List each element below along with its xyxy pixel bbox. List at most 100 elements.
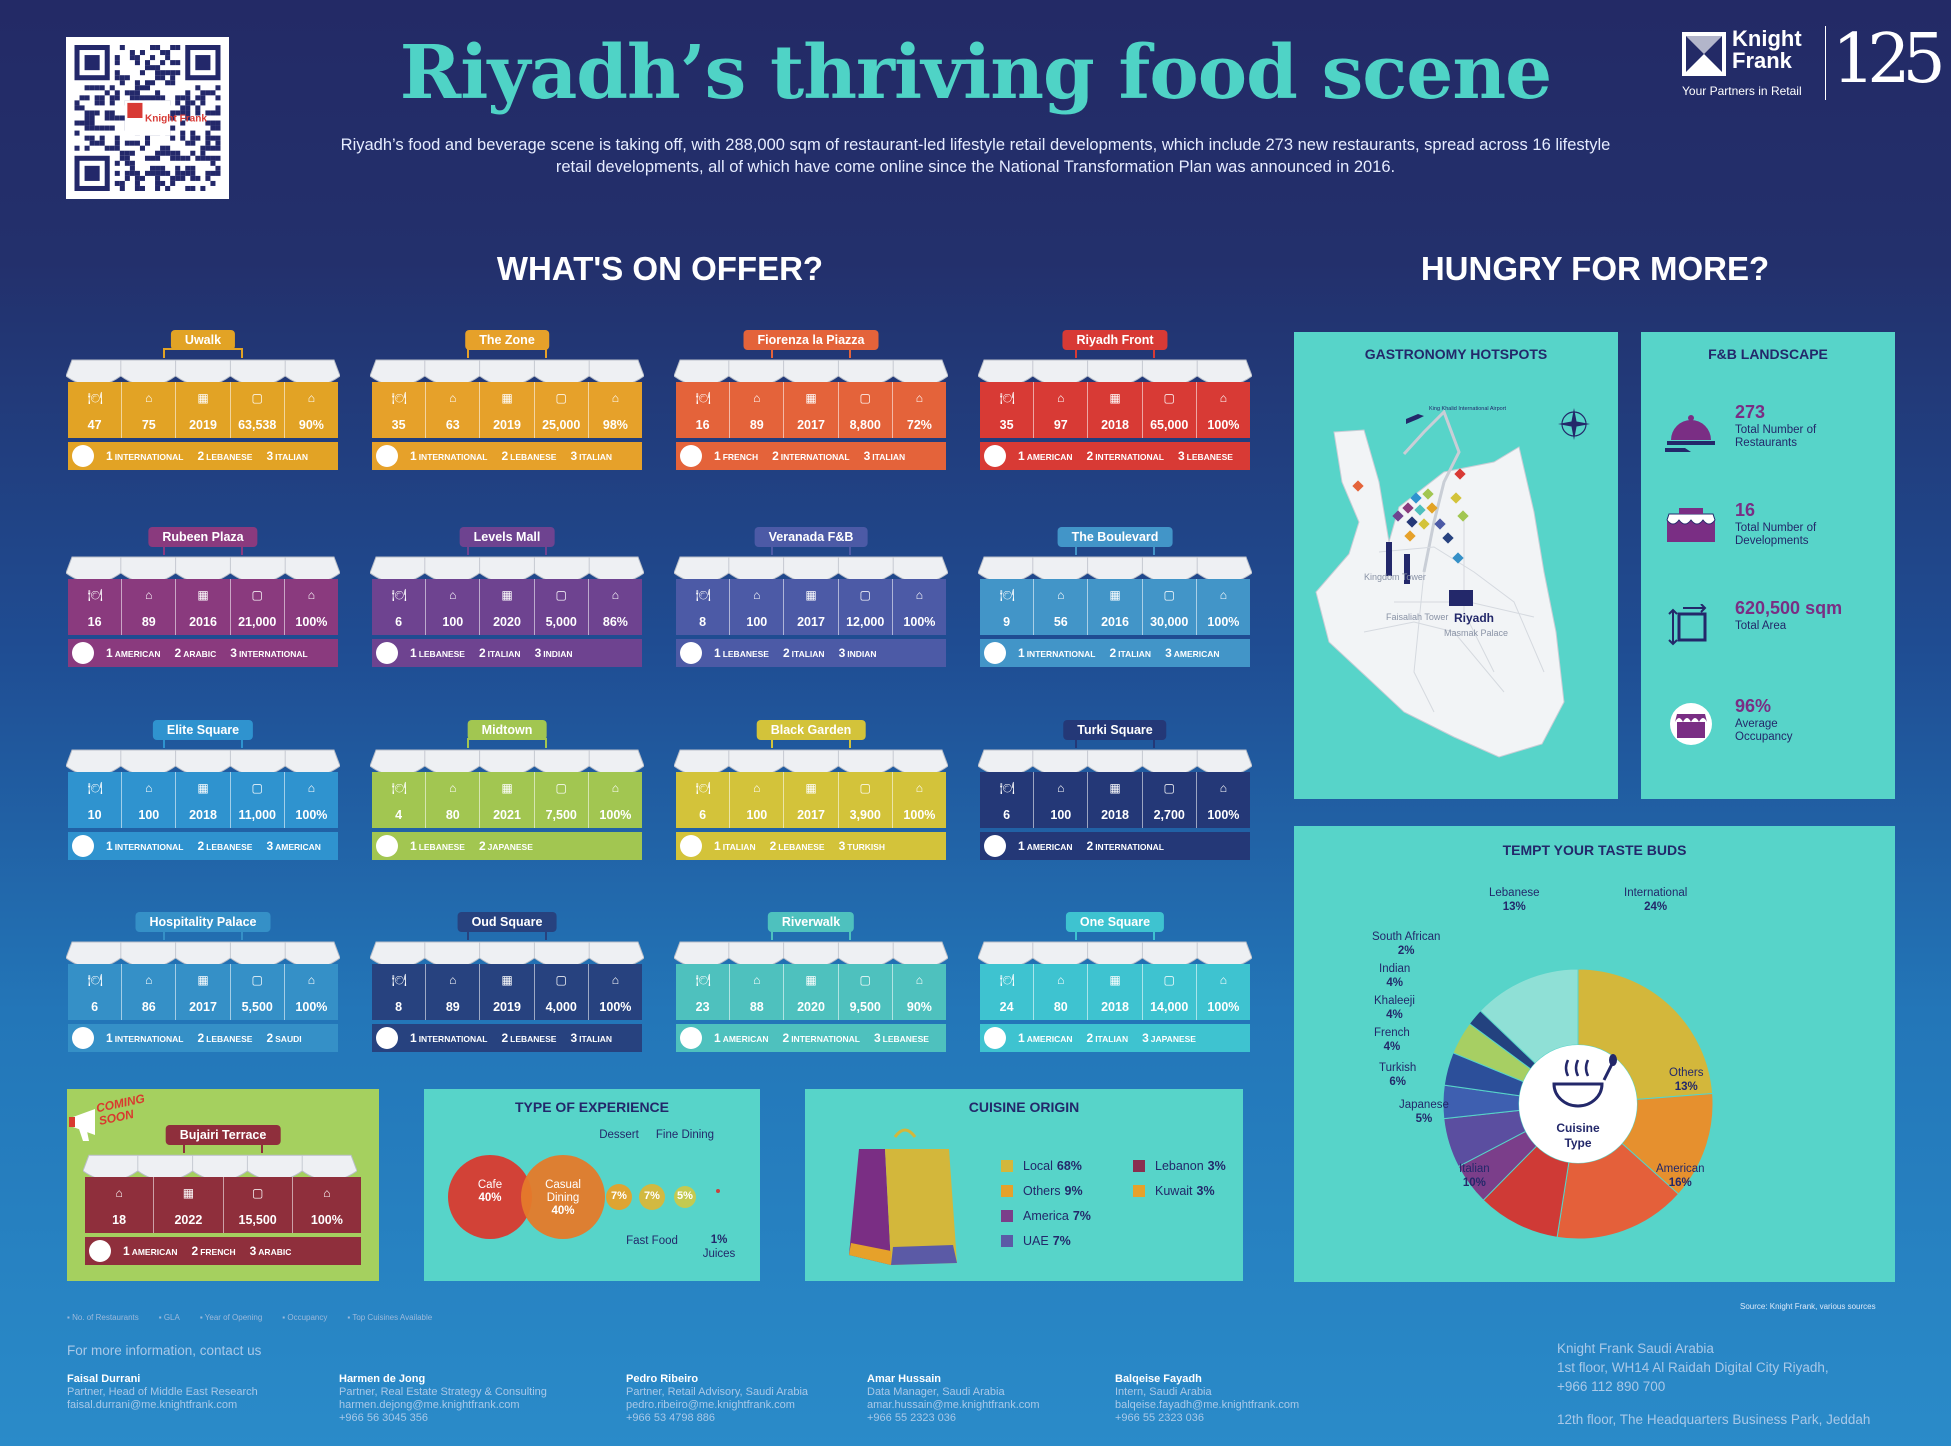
taste-buds-panel: TEMPT YOUR TASTE BUDS Cuisine Type Inter… [1294, 826, 1895, 1282]
stat-icon: ⌂ [611, 391, 620, 405]
venue-card-riverwalk[interactable]: Riverwalk 🍽 23 ⌂ 88 ▦ 2020 ▢ 9,500 ⌂ 90% 1 AMERICAN 2… [674, 912, 948, 1062]
venue-stat: ▢ 63,538 [231, 382, 285, 438]
venue-card-elite-square[interactable]: Elite Square 🍽 10 ⌂ 100 ▦ 2018 ▢ 11,000 ⌂ 100% 1 INT… [66, 720, 340, 870]
contact-amar-hussain[interactable]: Amar Hussain Data Manager, Saudi Arabia am… [867, 1373, 1040, 1424]
legend-swatch [1133, 1160, 1145, 1172]
stat-icon: ⌂ [915, 781, 924, 795]
cloche-icon [376, 445, 398, 467]
venue-card-veranada-fandb[interactable]: Veranada F&B 🍽 8 ⌂ 100 ▦ 2017 ▢ 12,000 ⌂ 100% 1 LEBA… [674, 527, 948, 677]
qr-code-pattern: Knight Frank [74, 45, 221, 191]
venue-name: Fiorenza la Piazza [743, 330, 879, 350]
contact-pedro-ribeiro[interactable]: Pedro Ribeiro Partner, Retail Advisory, S… [626, 1373, 809, 1424]
riyadh-label: Riyadh [1454, 611, 1494, 625]
cuisine-tag: 3 ARABIC [249, 1244, 292, 1258]
venue-card-oud-square[interactable]: Oud Square 🍽 8 ⌂ 89 ▦ 2019 ▢ 4,000 ⌂ 100% 1 INTERNAT… [370, 912, 644, 1062]
contact-faisal-durrani[interactable]: Faisal Durrani Partner, Head of Middle Ea… [67, 1373, 258, 1411]
venue-name: Riverwalk [767, 912, 855, 932]
sign-hanger [467, 738, 547, 748]
venue-stat: ▦ 2017 [784, 579, 839, 635]
cuisine-tag: 2 FRENCH [191, 1244, 236, 1258]
venue-card-uwalk[interactable]: Uwalk 🍽 47 ⌂ 75 ▦ 2019 ▢ 63,538 ⌂ 90% 1 INTERNATIONA… [66, 330, 340, 480]
venue-card-black-garden[interactable]: Black Garden 🍽 6 ⌂ 100 ▦ 2017 ▢ 3,900 ⌂ 100% 1 ITALI… [674, 720, 948, 870]
stat-icon: ⌂ [753, 391, 761, 405]
venue-stats: 🍽 8 ⌂ 100 ▦ 2017 ▢ 12,000 ⌂ 100% [676, 579, 946, 635]
venue-cuisines: 1 LEBANESE 2 ITALIAN 3 INDIAN [676, 639, 946, 667]
stat-icon: ⌂ [307, 781, 316, 795]
awning-icon [1666, 508, 1716, 542]
sign-hanger [467, 545, 547, 555]
cuisine-tag: 2 SAUDI [266, 1031, 302, 1045]
stat-icon: ⌂ [1057, 781, 1065, 795]
venue-card-rubeen-plaza[interactable]: Rubeen Plaza 🍽 16 ⌂ 89 ▦ 2016 ▢ 21,000 ⌂ 100% 1 AMER… [66, 527, 340, 677]
fb-landscape-panel: F&B LANDSCAPE 273 Total Number of Restau… [1641, 332, 1895, 799]
origin-legend-america: America 7% [1001, 1209, 1091, 1223]
venue-card-the-boulevard[interactable]: The Boulevard 🍽 9 ⌂ 56 ▦ 2016 ▢ 30,000 ⌂ 100% 1 INTE… [978, 527, 1252, 677]
key-item-gla: ▪ GLA [158, 1313, 180, 1322]
pie-label-others: Others 13% [1669, 1067, 1704, 1093]
key-icon: ▪ [282, 1313, 288, 1322]
legend-swatch [1133, 1185, 1145, 1197]
venue-card-hospitality-palace[interactable]: Hospitality Palace 🍽 6 ⌂ 86 ▦ 2017 ▢ 5,500 ⌂ 100% 1… [66, 912, 340, 1062]
stat-icon: ▢ [859, 391, 871, 405]
venue-card-levels-mall[interactable]: Levels Mall 🍽 6 ⌂ 100 ▦ 2020 ▢ 5,000 ⌂ 86% 1 LEBANES… [370, 527, 644, 677]
sign-hanger [163, 545, 243, 555]
stat-icon: 🍽 [695, 391, 711, 405]
stat-icon: ⌂ [915, 588, 924, 602]
contact-balqeise-fayadh[interactable]: Balqeise Fayadh Intern, Saudi Arabia balqe… [1115, 1373, 1300, 1424]
experience-value-dessert: 7% [611, 1190, 627, 1202]
knight-frank-mark-icon [1682, 32, 1726, 76]
venue-cuisines: 1 AMERICAN 2 FRENCH 3 ARABIC [85, 1237, 361, 1265]
stat-icon: ▢ [555, 781, 567, 795]
cloche-icon [72, 835, 94, 857]
experience-label-juices: 1% Juices [702, 1234, 736, 1260]
stat-icon: 🍽 [391, 973, 407, 987]
venue-card-midtown[interactable]: Midtown 🍽 4 ⌂ 80 ▦ 2021 ▢ 7,500 ⌂ 100% 1 LEBANESE 2 JA… [370, 720, 644, 870]
venue-card-fiorenza-la-piazza[interactable]: Fiorenza la Piazza 🍽 16 ⌂ 89 ▦ 2017 ▢ 8,800 ⌂ 72% 1… [674, 330, 948, 480]
venue-card-one-square[interactable]: One Square 🍽 24 ⌂ 80 ▦ 2018 ▢ 14,000 ⌂ 100% 1 AMERIC… [978, 912, 1252, 1062]
venue-stat: ⌂ 80 [1034, 964, 1089, 1020]
contact-harmen-de-jong[interactable]: Harmen de Jong Partner, Real Estate Strat… [339, 1373, 547, 1424]
storefront-icon [1670, 703, 1712, 745]
riyadh-map[interactable]: King Khalid International Airport Kingdo… [1294, 372, 1618, 799]
cuisine-tag: 1 AMERICAN [106, 646, 161, 660]
venue-stat: ▦ 2018 [1088, 964, 1143, 1020]
stat-icon: ▦ [501, 973, 513, 987]
cuisine-tag: 3 ITALIAN [863, 449, 906, 463]
stat-icon: ⌂ [1219, 781, 1228, 795]
sign-hanger [1075, 738, 1155, 748]
venue-stat: 🍽 24 [980, 964, 1035, 1020]
sign-hanger [467, 348, 547, 358]
stat-icon: ▦ [805, 781, 817, 795]
venue-stat: ▦ 2019 [176, 382, 231, 438]
cuisine-tag: 3 TURKISH [838, 839, 886, 853]
stat-icon: ⌂ [115, 1186, 123, 1200]
venue-stat: 🍽 4 [372, 772, 427, 828]
venue-stat: 🍽 9 [980, 579, 1035, 635]
venue-name: Elite Square [152, 720, 254, 740]
shopping-bag-icon [849, 1128, 957, 1265]
venue-stat: ▦ 2018 [1088, 382, 1143, 438]
stat-icon: ⌂ [307, 588, 316, 602]
stat-icon: ⌂ [915, 391, 924, 405]
venue-name: Oud Square [457, 912, 557, 932]
venue-card-riyadh-front[interactable]: Riyadh Front 🍽 35 ⌂ 97 ▦ 2018 ▢ 65,000 ⌂ 100% 1 AMER… [978, 330, 1252, 480]
venue-stat: ⌂ 72% [906, 391, 932, 432]
qr-code[interactable]: Knight Frank [66, 37, 229, 199]
origin-legend-uae: UAE 7% [1001, 1234, 1071, 1248]
kingdom-tower-label: Kingdom Tower [1364, 572, 1426, 582]
cuisine-tag: 1 AMERICAN [1018, 1031, 1073, 1045]
venue-card-the-zone[interactable]: The Zone 🍽 35 ⌂ 63 ▦ 2019 ▢ 25,000 ⌂ 98% 1 INTERNATI… [370, 330, 644, 480]
experience-label-fast-food: Fast Food [626, 1235, 678, 1247]
cuisine-tag: 2 LEBANESE [769, 839, 825, 853]
venue-stat: ⌂ 86 [122, 964, 177, 1020]
venue-stat: ⌂ 100% [1207, 391, 1240, 432]
cloche-icon [984, 445, 1006, 467]
cuisine-type-donut-chart: Cuisine Type [1442, 968, 1714, 1240]
venue-card-turki-square[interactable]: Turki Square 🍽 6 ⌂ 100 ▦ 2018 ▢ 2,700 ⌂ 100% 1 AMERI… [978, 720, 1252, 870]
fb-item-restaurants: 273 Total Number of Restaurants [1665, 402, 1885, 456]
experience-value-fine-dining: 5% [677, 1190, 693, 1202]
venue-stat: ▢ 9,500 [839, 964, 893, 1020]
key-item-occupancy: ▪ Occupancy [282, 1313, 328, 1322]
venue-card-bujairi-terrace[interactable]: Bujairi Terrace ⌂ 18 ▦ 2022 ▢ 15,500 ⌂ 100% 1 AMER… [83, 1125, 363, 1275]
experience-title: TYPE OF EXPERIENCE [514, 1099, 670, 1115]
